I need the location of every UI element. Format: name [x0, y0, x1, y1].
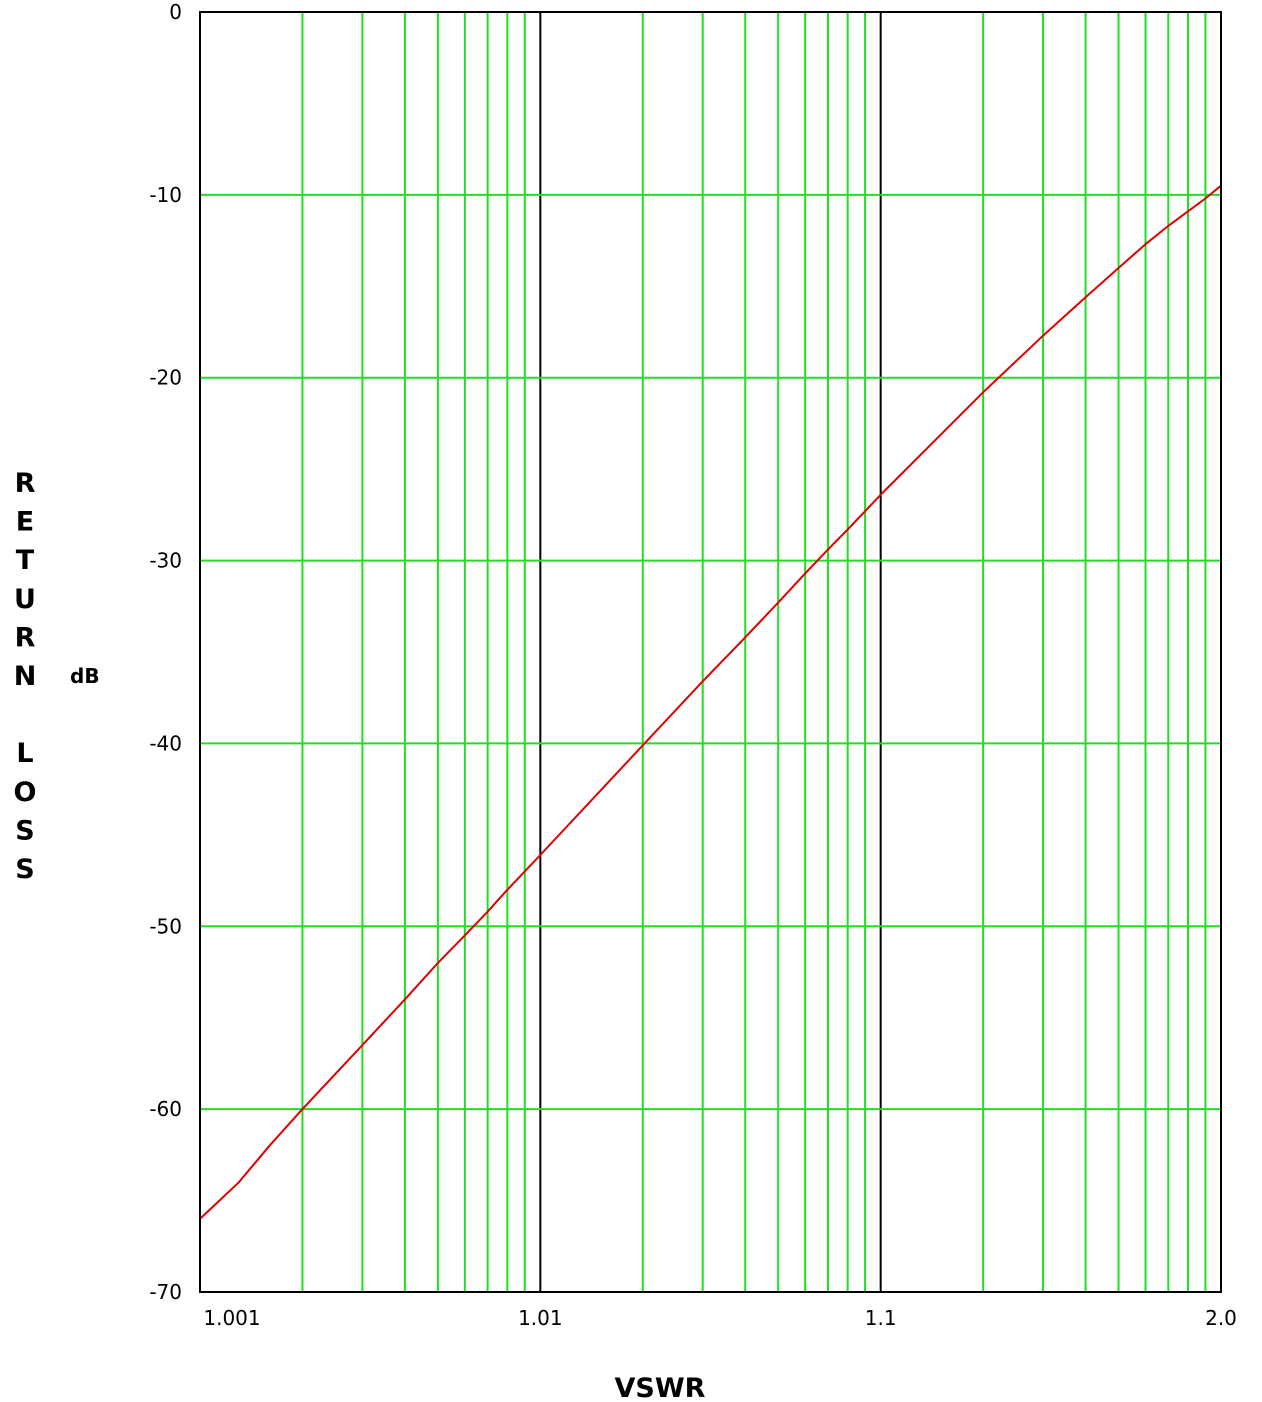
y-axis-title-letter: L — [16, 738, 33, 769]
x-axis-ticks: 1.001 1.01 1.1 2.0 — [203, 1306, 1237, 1330]
return-loss-line — [199, 184, 1222, 1220]
series-layer — [199, 184, 1222, 1220]
y-axis-title-letter: R — [15, 622, 36, 653]
y-tick-label: -10 — [149, 183, 182, 207]
grid — [200, 12, 1221, 1292]
y-axis-title-letter: U — [14, 584, 36, 615]
y-tick-label: -70 — [149, 1280, 182, 1304]
y-axis-title-letter: R — [15, 468, 36, 499]
x-tick-label: 1.01 — [518, 1306, 563, 1330]
y-axis-ticks: 0 -10 -20 -30 -40 -50 -60 -70 — [149, 0, 182, 1304]
y-axis-title-letter: N — [14, 661, 37, 692]
x-tick-label: 1.1 — [865, 1306, 897, 1330]
y-tick-label: -20 — [149, 366, 182, 390]
y-axis-title-letter: T — [16, 545, 35, 576]
y-tick-label: -40 — [149, 731, 182, 755]
x-axis-title: VSWR — [615, 1373, 706, 1402]
x-tick-label: 1.001 — [203, 1306, 260, 1330]
y-tick-label: 0 — [169, 0, 182, 24]
y-axis-title-letter: S — [15, 854, 34, 885]
plot-frame — [199, 11, 1222, 1293]
y-axis-title-letter: S — [15, 815, 34, 846]
x-tick-label: 2.0 — [1205, 1306, 1237, 1330]
y-tick-label: -50 — [149, 914, 182, 938]
y-tick-label: -30 — [149, 549, 182, 573]
y-axis-title-letter: E — [16, 507, 34, 538]
y-axis-unit-label: dB — [70, 664, 100, 688]
y-axis-title-letter: O — [14, 777, 37, 808]
y-tick-label: -60 — [149, 1097, 182, 1121]
